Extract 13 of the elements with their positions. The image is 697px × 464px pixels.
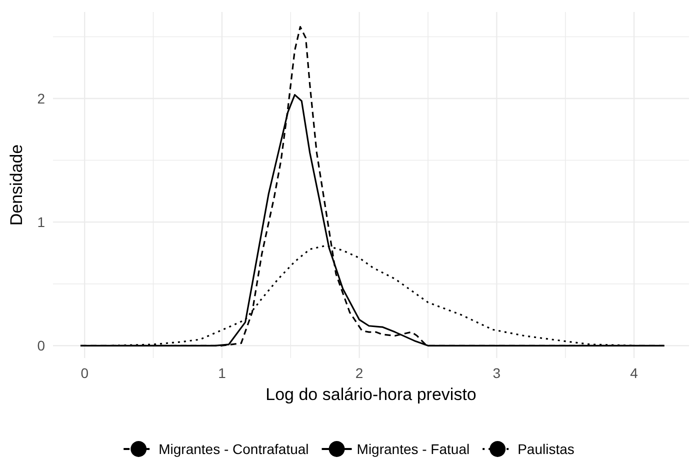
x-tick-label: 1: [218, 365, 226, 381]
x-tick-label: 4: [630, 365, 638, 381]
legend-label: Migrantes - Fatual: [356, 441, 470, 457]
x-tick-label: 0: [80, 365, 89, 381]
x-axis-title: Log do salário-hora previsto: [266, 385, 476, 404]
x-tick-label: 3: [492, 365, 501, 381]
y-axis-title: Densidade: [7, 144, 26, 226]
legend-label: Paulistas: [518, 441, 574, 457]
y-tick-label: 1: [37, 214, 46, 230]
legend-label: Migrantes - Contrafatual: [158, 441, 309, 457]
y-tick-label: 0: [37, 338, 46, 354]
x-tick-label: 2: [355, 365, 364, 381]
y-tick-label: 2: [37, 90, 46, 106]
